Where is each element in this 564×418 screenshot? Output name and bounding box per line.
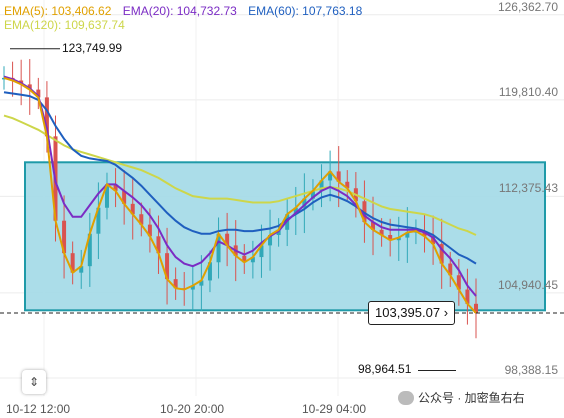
candle-body: [328, 171, 333, 181]
candle-body: [27, 84, 32, 90]
candle-body: [147, 224, 152, 237]
candle-body: [362, 201, 367, 223]
candle-body: [371, 222, 376, 230]
candle-body: [379, 229, 384, 236]
candle-body: [388, 235, 393, 241]
candle-body: [448, 263, 453, 276]
watermark: 公众号 · 加密鱼右右: [398, 389, 525, 406]
candle-body: [225, 233, 230, 246]
candle-body: [310, 190, 315, 199]
candle-body: [122, 190, 127, 204]
candle-body: [422, 231, 427, 237]
low-price-label: 98,964.51: [358, 362, 412, 377]
candle-body: [62, 220, 67, 254]
candle-body: [165, 253, 170, 280]
legend-ema20: EMA(20): 104,732.73: [122, 4, 237, 18]
candle-body: [36, 89, 41, 98]
chevron-right-icon: ›: [443, 304, 449, 320]
candle-body: [456, 275, 461, 290]
candle-body: [87, 233, 92, 267]
candle-body: [44, 97, 49, 137]
legend-ema60: EMA(60): 107,763.18: [248, 4, 363, 18]
x-tick-label: 10-20 20:00: [160, 402, 225, 416]
candle-body: [113, 184, 118, 191]
vertical-expand-arrows-icon: ⇕: [28, 375, 40, 389]
y-tick-label: 112,375.43: [498, 181, 558, 196]
high-price-label: 123,749.99: [62, 40, 123, 55]
candle-body: [199, 280, 204, 286]
candle-body: [139, 214, 144, 225]
candle-body: [405, 232, 410, 238]
y-tick-label: 104,940.45: [497, 277, 558, 292]
candle-body: [173, 279, 178, 289]
current-price-tag[interactable]: 103,395.07 ›: [368, 300, 456, 325]
wechat-icon: [398, 390, 414, 405]
candle-body: [319, 180, 324, 191]
candle-body: [70, 253, 75, 273]
watermark-text: 公众号 · 加密鱼右右: [418, 391, 525, 405]
y-tick-label: 98,388.15: [504, 362, 558, 377]
x-tick-label: 10-12 12:00: [6, 402, 71, 416]
candle-body: [431, 236, 436, 245]
marker-layer: [0, 48, 564, 371]
ema-lines-layer: [3, 75, 477, 314]
ema60-line: [3, 91, 477, 265]
ema20-line: [3, 75, 477, 297]
candle-body: [242, 255, 247, 263]
current-price-value: 103,395.07: [375, 304, 441, 320]
candle-body: [79, 266, 84, 273]
candle-body: [474, 303, 478, 313]
candle-body: [302, 198, 307, 208]
candle-body: [156, 236, 161, 254]
legend-ema5: EMA(5): 103,406.62: [4, 4, 112, 18]
candle-body: [439, 244, 444, 264]
legend-ema120: EMA(120): 109,637.74: [4, 18, 125, 32]
candle-body: [293, 207, 298, 215]
candle-body: [345, 181, 350, 189]
y-tick-label: 119,810.40: [498, 84, 558, 99]
candle-body: [104, 184, 109, 208]
candle-body: [268, 235, 273, 246]
ema5-line: [3, 76, 477, 314]
expand-chart-button[interactable]: ⇕: [22, 370, 46, 394]
ema120-line: [3, 114, 477, 236]
candle-body: [276, 229, 281, 236]
candle-body: [259, 245, 264, 258]
ema-legend: EMA(5): 103,406.62 EMA(20): 104,732.73 E…: [4, 4, 444, 32]
candle-body: [336, 171, 341, 182]
candle-body: [216, 233, 221, 263]
x-tick-label: 10-29 04:00: [302, 402, 367, 416]
y-tick-label: 126,362.70: [497, 0, 558, 14]
candle-body: [250, 257, 255, 263]
candle-body: [130, 203, 135, 215]
candle-body: [96, 207, 101, 234]
candle-body: [190, 285, 195, 290]
candle-body: [396, 237, 401, 241]
candle-body: [465, 289, 470, 304]
candle-body: [207, 262, 212, 281]
